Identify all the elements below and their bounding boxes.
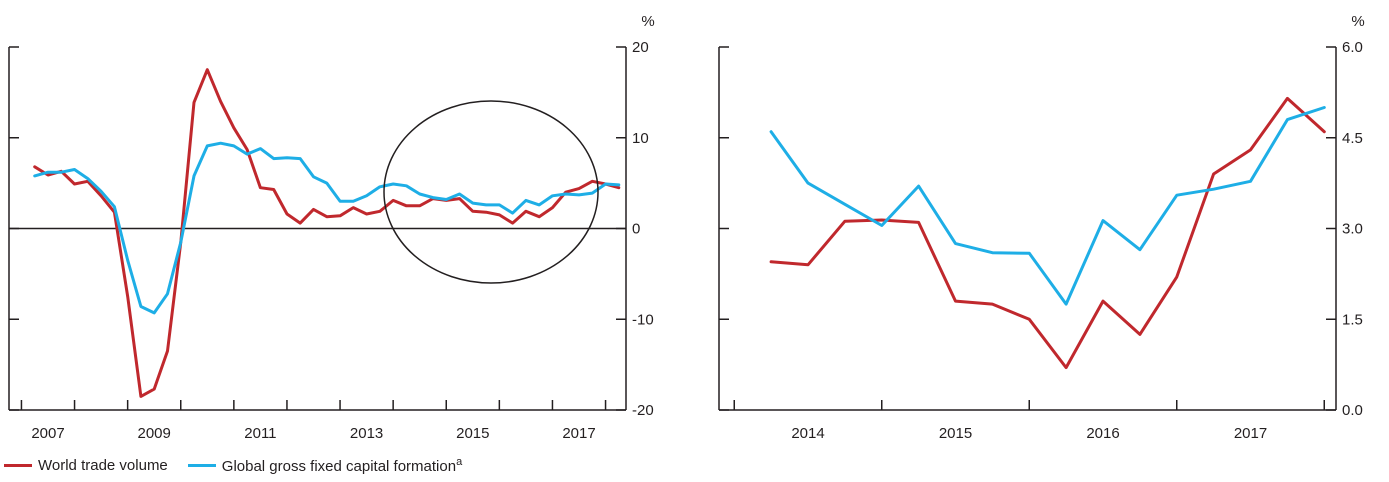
- y-tick-label: 1.5: [1342, 311, 1363, 328]
- y-tick-label: -20: [632, 402, 654, 419]
- series-line-world-trade: [769, 96, 1326, 370]
- highlight-circle: [383, 100, 599, 284]
- series-line-gross-fixed-capital: [769, 106, 1326, 306]
- x-tick-label: 2014: [791, 425, 824, 442]
- x-tick-label: 2017: [1234, 425, 1267, 442]
- y-tick-label: 0.0: [1342, 402, 1363, 419]
- y-tick-label: 10: [632, 130, 649, 147]
- x-tick-label: 2015: [456, 425, 489, 442]
- legend-item-world-trade: World trade volume: [4, 457, 168, 474]
- y-tick-label: 3.0: [1342, 221, 1363, 238]
- y-tick-label: 6.0: [1342, 39, 1363, 56]
- y-tick-label: -10: [632, 311, 654, 328]
- x-tick-label: 2013: [350, 425, 383, 442]
- legend-swatch-gross-fixed-capital: [187, 463, 216, 467]
- series-line-gross-fixed-capital: [33, 141, 621, 315]
- legend-label-gross-fixed-capital: Global gross fixed capital formationa: [221, 455, 463, 475]
- y-tick-label: 0: [632, 221, 640, 238]
- x-tick-label: 2011: [244, 425, 276, 442]
- x-tick-label: 2007: [31, 425, 64, 442]
- y-tick-label: 4.5: [1342, 130, 1363, 147]
- series-line-world-trade: [33, 68, 621, 398]
- x-tick-label: 2017: [562, 425, 595, 442]
- y-unit-label: %: [1351, 13, 1364, 30]
- footnote-marker: a: [456, 455, 463, 468]
- x-tick-label: 2015: [939, 425, 972, 442]
- legend-swatch-world-trade: [4, 463, 32, 467]
- x-tick-label: 2009: [138, 425, 171, 442]
- chart-panel-2: 6.0 4.5 3.0 1.5 0.0% 2014 2015 2016 2017: [718, 13, 1365, 442]
- chart-panel-1: 20 10 0 -10 -20% 2007 2009 2011 2013 2015 2017: [8, 13, 655, 442]
- legend: World trade volume Global gross fixed ca…: [4, 454, 482, 476]
- legend-label-world-trade: World trade volume: [38, 456, 168, 474]
- y-unit-label: %: [641, 13, 654, 30]
- legend-item-gross-fixed-capital: Global gross fixed capital formationa: [187, 455, 463, 475]
- y-tick-label: 20: [632, 39, 649, 56]
- x-tick-label: 2016: [1086, 425, 1119, 442]
